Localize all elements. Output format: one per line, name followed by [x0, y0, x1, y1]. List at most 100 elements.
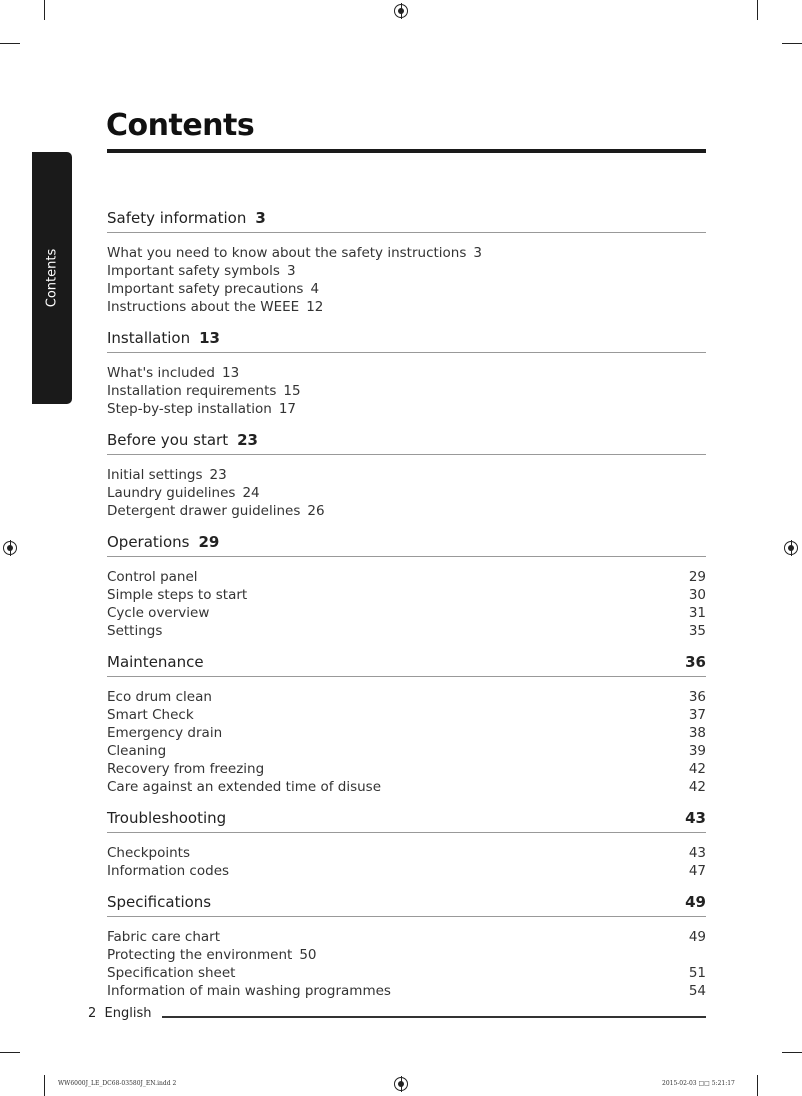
section-rule	[107, 832, 706, 833]
entry-page: 3	[286, 263, 296, 279]
section-rule	[107, 676, 706, 677]
entry-page: 42	[688, 779, 706, 795]
section-rule	[107, 232, 706, 233]
entry-page: 4	[310, 281, 320, 297]
section-page: 36	[685, 653, 706, 671]
entry-page: 15	[283, 383, 301, 399]
entry-title: Control panel	[107, 569, 198, 585]
section-title: Maintenance	[107, 653, 204, 671]
entry-page: 36	[688, 689, 706, 705]
toc-entry[interactable]: What you need to know about the safety i…	[107, 244, 706, 262]
section-page: 43	[685, 809, 706, 827]
entry-page: 31	[688, 605, 706, 621]
side-tab-label: Contents	[44, 248, 60, 308]
toc-entry[interactable]: Initial settings 23	[107, 466, 706, 484]
entry-page: 29	[688, 569, 706, 585]
toc-entry[interactable]: Installation requirements 15	[107, 382, 706, 400]
entry-page: 47	[688, 863, 706, 879]
entry-title: Smart Check	[107, 707, 194, 723]
entry-title: Specification sheet	[107, 965, 236, 981]
toc-entry[interactable]: Cycle overview 31	[107, 604, 706, 622]
toc-entry[interactable]: Information of main washing programmes 54	[107, 982, 706, 1000]
toc-entry[interactable]: Simple steps to start 30	[107, 586, 706, 604]
entry-page: 50	[299, 947, 317, 963]
entry-title: Checkpoints	[107, 845, 190, 861]
section-title: Specifications	[107, 893, 212, 911]
section-rule	[107, 352, 706, 353]
entry-page: 12	[306, 299, 324, 315]
toc-entry[interactable]: Smart Check 37	[107, 706, 706, 724]
entry-title: Emergency drain	[107, 725, 223, 741]
entry-page: 49	[688, 929, 706, 945]
entry-title: Instructions about the WEEE	[107, 299, 300, 315]
entry-title: Laundry guidelines	[107, 485, 236, 501]
section-heading[interactable]: Specifications 49	[107, 892, 706, 912]
entry-title: Eco drum clean	[107, 689, 212, 705]
toc-entry[interactable]: Detergent drawer guidelines 26	[107, 502, 706, 520]
toc-entry[interactable]: What's included 13	[107, 364, 706, 382]
entry-title: Detergent drawer guidelines	[107, 503, 301, 519]
entry-page: 43	[688, 845, 706, 861]
side-tab: Contents	[32, 152, 72, 404]
entry-title: Recovery from freezing	[107, 761, 265, 777]
toc-entry[interactable]: Instructions about the WEEE 12	[107, 298, 706, 316]
section-heading[interactable]: Before you start 23	[107, 430, 706, 450]
crop-mark	[757, 1075, 758, 1096]
registration-mark-icon	[3, 540, 17, 556]
registration-mark-icon	[394, 3, 408, 19]
section-heading[interactable]: Maintenance 36	[107, 652, 706, 672]
toc-entry[interactable]: Fabric care chart 49	[107, 928, 706, 946]
title-rule	[107, 149, 706, 153]
toc-entry[interactable]: Emergency drain 38	[107, 724, 706, 742]
section-rule	[107, 916, 706, 917]
toc-entry[interactable]: Checkpoints 43	[107, 844, 706, 862]
section-page: 29	[198, 533, 220, 551]
table-of-contents: Safety information 3 What you need to know…	[107, 208, 706, 1012]
toc-section: Before you start 23 Initial settings 23 Laun…	[107, 430, 706, 520]
toc-entry[interactable]: Care against an extended time of disuse 4…	[107, 778, 706, 796]
toc-section: Installation 13 What's included 13 Installat…	[107, 328, 706, 418]
toc-entry[interactable]: Important safety precautions 4	[107, 280, 706, 298]
toc-section: Specifications 49 Fabric care chart 49 Prote…	[107, 892, 706, 1000]
section-heading[interactable]: Operations 29	[107, 532, 706, 552]
registration-mark-icon	[784, 540, 798, 556]
entry-title: What's included	[107, 365, 215, 381]
entry-page: 35	[688, 623, 706, 639]
toc-entry[interactable]: Cleaning 39	[107, 742, 706, 760]
toc-entry[interactable]: Settings 35	[107, 622, 706, 640]
section-page: 23	[237, 431, 258, 449]
entry-page: 26	[307, 503, 325, 519]
section-page: 49	[685, 893, 706, 911]
entry-title: Step-by-step installation	[107, 401, 272, 417]
toc-entry[interactable]: Step-by-step installation 17	[107, 400, 706, 418]
entry-title: Installation requirements	[107, 383, 277, 399]
section-page: 3	[255, 209, 266, 227]
toc-entry[interactable]: Protecting the environment 50	[107, 946, 706, 964]
entry-page: 24	[242, 485, 260, 501]
registration-mark-icon	[394, 1076, 408, 1092]
toc-section: Maintenance 36 Eco drum clean 36 Smart Check…	[107, 652, 706, 796]
crop-mark	[782, 43, 802, 44]
toc-entry[interactable]: Control panel 29	[107, 568, 706, 586]
toc-entry[interactable]: Eco drum clean 36	[107, 688, 706, 706]
entry-title: Simple steps to start	[107, 587, 248, 603]
toc-entry[interactable]: Specification sheet 51	[107, 964, 706, 982]
section-title: Safety information	[107, 209, 247, 227]
entry-page: 54	[688, 983, 706, 999]
crop-mark	[44, 1075, 45, 1096]
toc-entry[interactable]: Recovery from freezing 42	[107, 760, 706, 778]
toc-entry[interactable]: Information codes 47	[107, 862, 706, 880]
section-heading[interactable]: Troubleshooting 43	[107, 808, 706, 828]
entry-page: 30	[688, 587, 706, 603]
crop-mark	[782, 1052, 802, 1053]
section-heading[interactable]: Safety information 3	[107, 208, 706, 228]
section-heading[interactable]: Installation 13	[107, 328, 706, 348]
entry-page: 17	[278, 401, 297, 417]
toc-entry[interactable]: Laundry guidelines 24	[107, 484, 706, 502]
crop-mark	[0, 1052, 20, 1053]
entry-title: Important safety symbols	[107, 263, 280, 279]
entry-title: Information codes	[107, 863, 230, 879]
toc-entry[interactable]: Important safety symbols 3	[107, 262, 706, 280]
entry-title: Cycle overview	[107, 605, 210, 621]
